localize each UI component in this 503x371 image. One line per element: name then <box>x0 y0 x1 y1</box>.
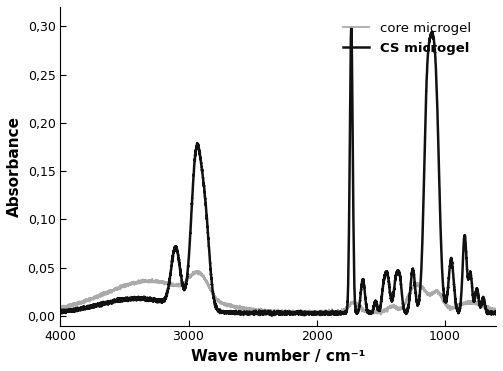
CS microgel <box>269 313 275 318</box>
CS microgel <box>416 301 422 305</box>
CS microgel <box>136 297 142 301</box>
core microgel <box>136 279 142 283</box>
core microgel <box>196 269 202 273</box>
CS microgel <box>383 270 389 275</box>
core microgel <box>378 312 384 317</box>
Y-axis label: Absorbance: Absorbance <box>7 116 22 217</box>
Legend: core microgel, CS microgel: core microgel, CS microgel <box>338 17 476 60</box>
core microgel <box>319 310 325 314</box>
CS microgel <box>319 311 325 315</box>
Line: CS microgel: CS microgel <box>60 28 496 315</box>
CS microgel <box>348 26 354 30</box>
CS microgel <box>57 309 63 313</box>
CS microgel <box>493 310 499 314</box>
core microgel <box>383 307 389 312</box>
X-axis label: Wave number / cm⁻¹: Wave number / cm⁻¹ <box>191 349 365 364</box>
CS microgel <box>224 309 230 313</box>
core microgel <box>57 304 63 309</box>
CS microgel <box>341 311 347 315</box>
core microgel <box>224 304 230 309</box>
core microgel <box>341 308 347 312</box>
Line: core microgel: core microgel <box>60 271 496 315</box>
core microgel <box>416 283 422 288</box>
core microgel <box>493 308 499 312</box>
